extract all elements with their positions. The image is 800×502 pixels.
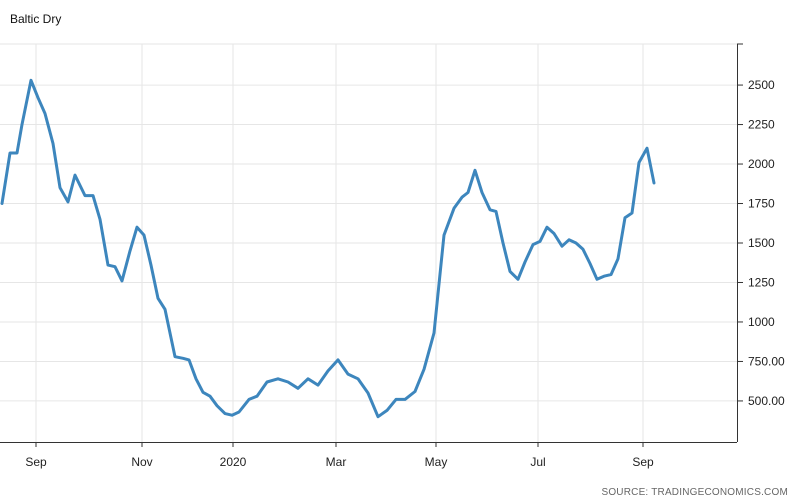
x-tick-label: Sep <box>632 455 654 469</box>
y-tick-label: 2250 <box>748 118 775 132</box>
axes <box>0 43 743 447</box>
x-tick-label: May <box>425 455 448 469</box>
y-tick-label: 500.00 <box>748 394 785 408</box>
x-tick-label: Sep <box>25 455 47 469</box>
x-tick-label: 2020 <box>220 455 247 469</box>
tick-labels: 500.00 750.00 1000 1250 1500 1750 2000 2250 2500… <box>25 78 785 469</box>
y-tick-label: 2000 <box>748 157 775 171</box>
series-line <box>0 78 656 419</box>
x-tick-label: Jul <box>530 455 545 469</box>
y-tick-label: 1500 <box>748 236 775 250</box>
y-tick-label: 750.00 <box>748 354 785 368</box>
chart-title: Baltic Dry <box>10 12 62 26</box>
y-tick-label: 1250 <box>748 275 775 289</box>
source-note: SOURCE: TRADINGECONOMICS.COM <box>601 487 788 498</box>
x-tick-label: Nov <box>131 455 152 469</box>
x-tick-label: Mar <box>326 455 347 469</box>
grid-lines <box>0 43 737 442</box>
y-tick-label: 2500 <box>748 78 775 92</box>
y-tick-label: 1000 <box>748 315 775 329</box>
y-tick-label: 1750 <box>748 197 775 211</box>
series-layer <box>0 78 656 419</box>
